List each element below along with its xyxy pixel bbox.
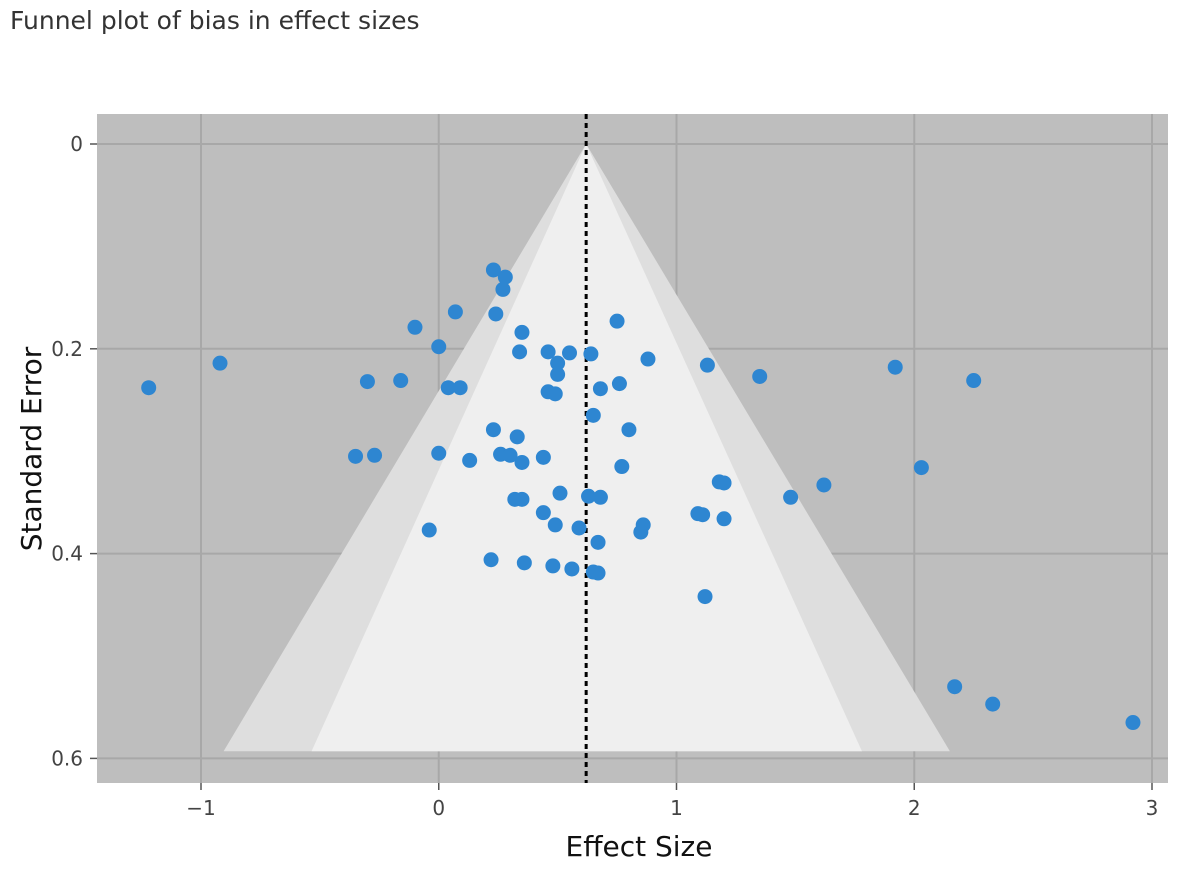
data-point-7 (440, 380, 456, 396)
data-point-28 (535, 505, 551, 521)
data-point-63 (716, 511, 732, 527)
data-point-20 (485, 422, 501, 438)
data-point-4 (407, 319, 423, 335)
x-tick-label-2: 1 (670, 796, 683, 820)
data-point-64 (697, 589, 713, 605)
data-point-57 (699, 357, 715, 373)
data-point-29 (483, 552, 499, 568)
data-point-15 (497, 269, 513, 285)
y-tick-label-1: 0.2 (51, 337, 83, 361)
data-point-71 (985, 696, 1001, 712)
data-point-70 (947, 679, 963, 695)
data-point-58 (752, 368, 768, 384)
x-tick-label-1: 0 (432, 796, 445, 820)
data-point-21 (509, 429, 525, 445)
data-point-50 (592, 489, 608, 505)
data-point-5 (431, 339, 447, 355)
data-point-11 (431, 445, 447, 461)
x-axis-ticks: −1 0 1 2 3 (186, 783, 1158, 820)
data-point-23 (502, 447, 518, 463)
data-point-56 (640, 351, 656, 367)
data-point-31 (540, 344, 556, 360)
data-point-14 (485, 262, 501, 278)
data-point-53 (590, 565, 606, 581)
data-point-62 (695, 507, 711, 523)
data-point-68 (966, 373, 982, 389)
data-point-12 (462, 452, 478, 468)
data-point-51 (590, 534, 606, 550)
data-point-41 (571, 520, 587, 536)
x-tick-label-4: 3 (1146, 796, 1159, 820)
data-point-0 (141, 380, 157, 396)
data-point-66 (816, 477, 832, 493)
data-point-72 (1125, 715, 1141, 731)
data-point-17 (488, 306, 504, 322)
data-point-1 (212, 355, 228, 371)
data-point-8 (452, 380, 468, 396)
data-point-18 (514, 324, 530, 340)
data-point-13 (421, 522, 437, 538)
x-axis-title: Effect Size (566, 830, 713, 863)
data-point-40 (564, 561, 580, 577)
data-point-42 (583, 346, 599, 362)
data-point-32 (550, 355, 566, 371)
data-point-6 (447, 304, 463, 320)
data-point-24 (514, 454, 530, 470)
data-point-44 (592, 381, 608, 397)
data-point-27 (514, 491, 530, 507)
y-tick-label-2: 0.4 (51, 542, 83, 566)
data-point-9 (348, 448, 364, 464)
chart-title: Funnel plot of bias in effect sizes (10, 6, 420, 35)
x-tick-label-0: −1 (186, 796, 215, 820)
data-point-39 (545, 558, 561, 574)
y-tick-label-3: 0.6 (51, 746, 83, 770)
data-point-67 (887, 359, 903, 375)
data-point-30 (516, 555, 532, 571)
data-point-36 (547, 386, 563, 402)
data-point-25 (535, 449, 551, 465)
data-point-16 (495, 281, 511, 297)
data-point-48 (614, 459, 630, 475)
data-point-3 (393, 373, 409, 389)
y-axis-title: Standard Error (15, 346, 48, 551)
data-point-43 (585, 407, 601, 423)
data-point-55 (633, 524, 649, 540)
data-point-19 (512, 344, 528, 360)
data-point-33 (550, 366, 566, 382)
data-point-60 (716, 475, 732, 491)
data-point-2 (359, 374, 375, 390)
data-point-69 (913, 460, 929, 476)
data-point-46 (611, 376, 627, 392)
y-tick-label-0: 0 (70, 132, 83, 156)
data-point-37 (552, 485, 568, 501)
data-point-10 (367, 447, 383, 463)
data-point-65 (783, 489, 799, 505)
x-tick-label-3: 2 (908, 796, 921, 820)
data-point-38 (547, 517, 563, 533)
data-point-34 (562, 345, 578, 361)
data-point-47 (621, 422, 637, 438)
y-axis-ticks: 0 0.2 0.4 0.6 (51, 132, 97, 770)
data-point-49 (581, 488, 597, 504)
data-points (141, 262, 1141, 731)
data-point-45 (609, 313, 625, 329)
